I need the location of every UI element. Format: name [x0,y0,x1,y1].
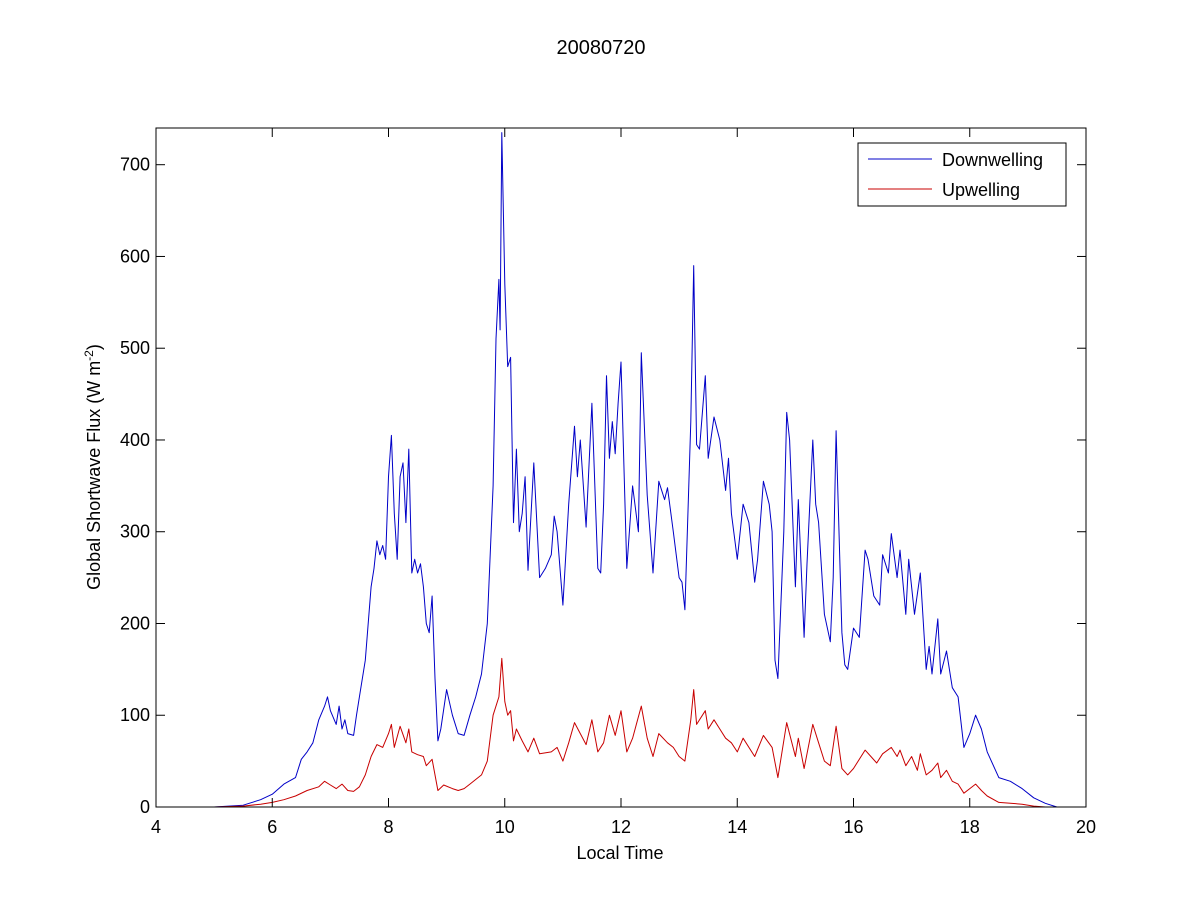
y-tick-label: 500 [120,338,150,358]
x-tick-label: 12 [611,817,631,837]
y-tick-label: 100 [120,705,150,725]
x-tick-label: 14 [727,817,747,837]
x-axis-label: Local Time [576,843,663,863]
y-tick-label: 700 [120,155,150,175]
series-layer [156,132,1058,808]
plot-area: 4 6 8 10 12 14 16 18 20 0 100 200 300 400 500 600 700 [120,127,1096,837]
y-tick-label: 400 [120,430,150,450]
legend: Downwelling Upwelling [857,142,1067,207]
y-axis-label-suffix: ) [84,344,104,350]
y-axis-label: Global Shortwave Flux (W m-2) [82,344,104,590]
chart-title: 20080720 [557,37,646,59]
y-tick-label: 600 [120,246,150,266]
legend-box [857,142,1067,207]
legend-label-downwelling: Downwelling [942,150,1043,170]
x-tick-label: 20 [1076,817,1096,837]
x-tick-label: 4 [151,817,161,837]
series-line-upwelling [156,657,1057,808]
x-tick-label: 18 [960,817,980,837]
x-tick-label: 16 [843,817,863,837]
y-tick-label: 200 [120,613,150,633]
y-axis-ticks: 0 100 200 300 400 500 600 700 [120,155,1086,817]
y-axis-label-exponent: -2 [82,350,96,361]
x-tick-label: 8 [383,817,393,837]
x-tick-label: 6 [267,817,277,837]
y-tick-label: 300 [120,522,150,542]
plot-background [156,128,1086,807]
y-tick-label: 0 [140,797,150,817]
x-tick-label: 10 [495,817,515,837]
x-axis-ticks: 4 6 8 10 12 14 16 18 20 [151,128,1096,837]
y-axis-label-main: Global Shortwave Flux (W m [84,361,104,590]
legend-label-upwelling: Upwelling [942,180,1020,200]
series-line-downwelling [156,132,1058,808]
